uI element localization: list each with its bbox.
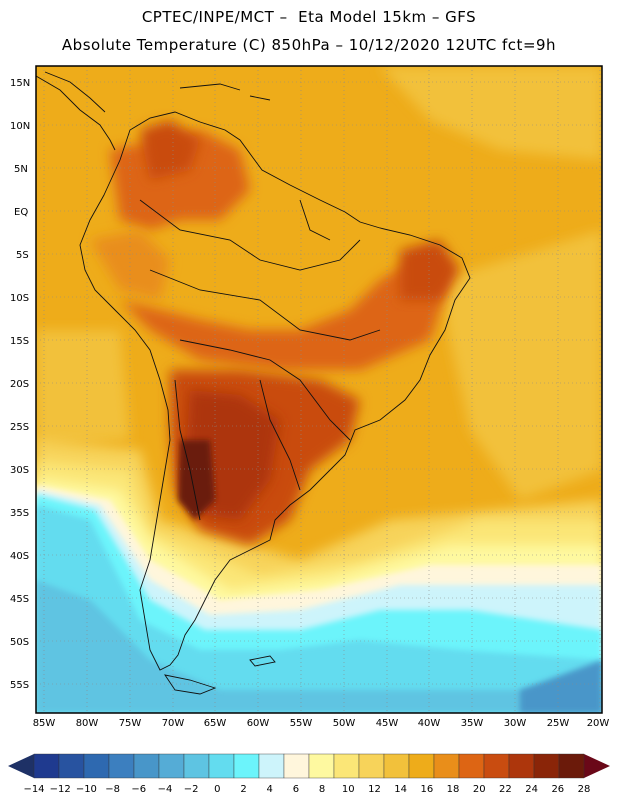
colorbar-under-arrow	[8, 754, 34, 778]
colorbar-cell	[283, 753, 310, 779]
colorbar-label: 22	[499, 784, 512, 795]
colorbar-label: −10	[76, 784, 97, 795]
lat-label: 30S	[10, 465, 29, 476]
colorbar-cell	[208, 753, 235, 779]
colorbar-cell	[233, 753, 260, 779]
colorbar-cell	[183, 753, 210, 779]
lon-label: 80W	[76, 718, 99, 729]
colorbar-label: 26	[551, 784, 564, 795]
colorbar-label: 18	[447, 784, 460, 795]
lat-label: 25S	[10, 422, 29, 433]
colorbar-cell	[158, 753, 185, 779]
colorbar-cell	[383, 753, 410, 779]
lon-label: 40W	[418, 718, 441, 729]
colorbar-label: 12	[368, 784, 381, 795]
colorbar-cell	[258, 753, 285, 779]
colorbar-cell	[458, 753, 485, 779]
colorbar-label: −6	[131, 784, 146, 795]
colorbar-cell	[558, 753, 585, 779]
lat-label: 15S	[10, 336, 29, 347]
colorbar-label: 0	[214, 784, 220, 795]
colorbar-label: 6	[293, 784, 299, 795]
lat-label: 5N	[14, 164, 28, 175]
lon-label: 50W	[333, 718, 356, 729]
colorbar-label: 8	[319, 784, 325, 795]
colorbar-cell	[33, 753, 60, 779]
colorbar-cell	[333, 753, 360, 779]
map-frame	[35, 65, 603, 714]
lat-label: 20S	[10, 379, 29, 390]
lon-label: 75W	[119, 718, 142, 729]
colorbar-cell	[83, 753, 110, 779]
lon-label: 20W	[587, 718, 610, 729]
colorbar-label: −8	[105, 784, 120, 795]
lat-label: EQ	[14, 207, 28, 218]
lon-label: 25W	[547, 718, 570, 729]
colorbar-cell	[58, 753, 85, 779]
lat-label: 40S	[10, 551, 29, 562]
lon-label: 70W	[162, 718, 185, 729]
colorbar-cell	[483, 753, 510, 779]
lat-label: 55S	[10, 680, 29, 691]
colorbar-label: 14	[394, 784, 407, 795]
latitude-labels: 15N 10N 5N EQ 5S 10S 15S 20S 25S 30S 35S…	[10, 78, 30, 691]
colorbar-label: 10	[342, 784, 355, 795]
colorbar: −14 −12 −10 −8 −6 −4 −2 0 2 4 6 8 10 12 14 16 18 20 22 24 26…	[8, 753, 610, 795]
lat-label: 15N	[10, 78, 30, 89]
lon-label: 60W	[247, 718, 270, 729]
colorbar-cell	[408, 753, 435, 779]
colorbar-cell	[133, 753, 160, 779]
lon-label: 65W	[204, 718, 227, 729]
colorbar-label: 28	[578, 784, 591, 795]
lat-label: 10N	[10, 121, 30, 132]
lon-label: 85W	[33, 718, 56, 729]
lat-label: 10S	[10, 293, 29, 304]
map-title-line-2: Absolute Temperature (C) 850hPa – 10/12/…	[61, 36, 557, 54]
temperature-field	[36, 66, 602, 713]
longitude-labels: 85W 80W 75W 70W 65W 60W 55W 50W 45W 40W …	[33, 718, 610, 729]
colorbar-label: −14	[23, 784, 44, 795]
coastlines	[36, 71, 471, 695]
lon-label: 55W	[290, 718, 313, 729]
colorbar-label: 24	[525, 784, 538, 795]
colorbar-label: 2	[240, 784, 246, 795]
colorbar-cell	[108, 753, 135, 779]
colorbar-cell	[358, 753, 385, 779]
colorbar-cell	[533, 753, 560, 779]
lon-label: 35W	[461, 718, 484, 729]
colorbar-label: −4	[158, 784, 173, 795]
colorbar-label: −2	[184, 784, 199, 795]
colorbar-label: 4	[267, 784, 273, 795]
colorbar-label: 20	[473, 784, 486, 795]
lat-label: 35S	[10, 508, 29, 519]
colorbar-cell	[308, 753, 335, 779]
lat-label: 5S	[16, 250, 29, 261]
lat-label: 50S	[10, 637, 29, 648]
colorbar-cell	[508, 753, 535, 779]
lat-label: 45S	[10, 594, 29, 605]
colorbar-label: −12	[50, 784, 71, 795]
colorbar-label: 16	[420, 784, 433, 795]
lon-label: 45W	[376, 718, 399, 729]
colorbar-over-arrow	[584, 754, 610, 778]
colorbar-cell	[433, 753, 460, 779]
lon-label: 30W	[504, 718, 527, 729]
map-title-line-1: CPTEC/INPE/MCT – Eta Model 15km – GFS	[141, 8, 477, 26]
